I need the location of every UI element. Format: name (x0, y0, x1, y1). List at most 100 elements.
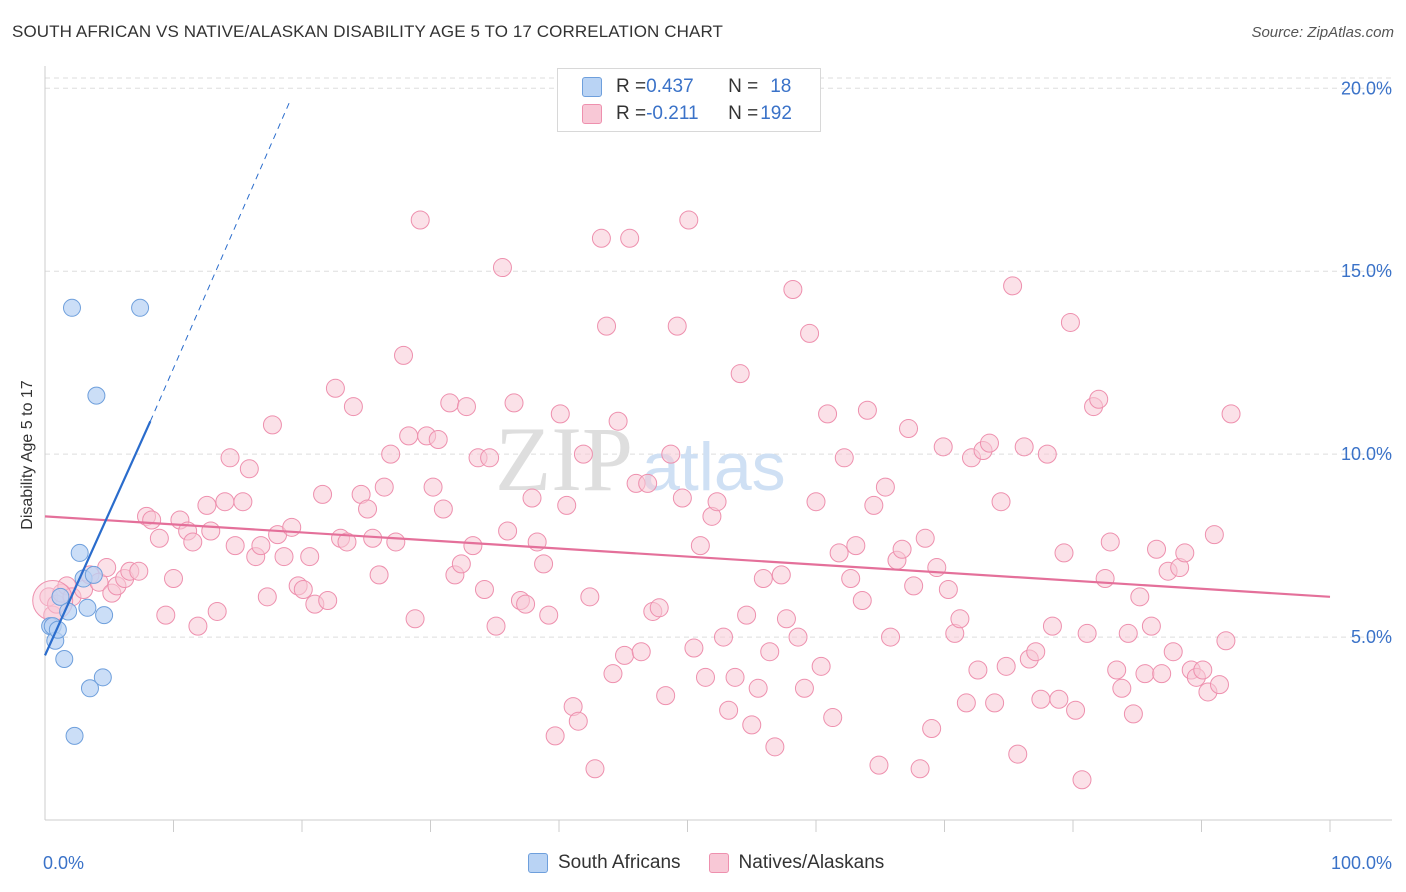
native-alaskan-point (129, 561, 149, 581)
pink-swatch (708, 853, 729, 873)
native-alaskan-point (220, 448, 240, 468)
native-alaskan-point (1130, 587, 1150, 607)
blue-swatch (528, 853, 548, 873)
legend-row-natives-alaskans: R = -0.211 N = 192 (582, 102, 792, 126)
y-tick-label: 10.0% (1341, 444, 1392, 464)
native-alaskan-point (1209, 675, 1229, 695)
native-alaskan-point (456, 397, 476, 417)
native-alaskan-point (1031, 689, 1051, 709)
native-alaskan-point (1175, 543, 1195, 563)
native-alaskan-point (1152, 664, 1172, 684)
native-alaskan-point (1026, 642, 1046, 662)
native-alaskan-point (846, 536, 866, 556)
r-value: -0.211 (646, 103, 699, 124)
native-alaskan-point (142, 510, 162, 530)
native-alaskan-point (293, 580, 313, 600)
native-alaskan-point (207, 601, 227, 621)
native-alaskan-point (451, 554, 471, 574)
x-tick-label: 100.0% (1331, 853, 1392, 873)
native-alaskan-point (399, 426, 419, 446)
native-alaskan-point (215, 492, 235, 512)
native-alaskan-point (811, 656, 831, 676)
legend-label: Natives/Alaskans (738, 852, 885, 873)
native-alaskan-point (985, 693, 1005, 713)
r-label: R = (616, 103, 647, 124)
native-alaskan-point (504, 393, 524, 413)
native-alaskan-point (394, 345, 414, 365)
native-alaskan-point (1060, 312, 1080, 332)
south-africans-points (41, 298, 150, 745)
native-alaskan-point (1054, 543, 1074, 563)
native-alaskan-point (765, 737, 785, 757)
native-alaskan-point (679, 210, 699, 230)
native-alaskan-point (684, 638, 704, 658)
native-alaskan-point (638, 473, 658, 493)
native-alaskan-point (358, 499, 378, 519)
stats-legend: R = 0.437 N = 18 R = -0.211 N = 192 (557, 68, 821, 132)
native-alaskan-point (474, 580, 494, 600)
native-alaskan-point (927, 558, 947, 578)
native-alaskan-point (753, 569, 773, 589)
native-alaskan-point (1100, 532, 1120, 552)
native-alaskan-point (823, 708, 843, 728)
south-africans-trend-line (43, 420, 152, 656)
native-alaskan-point (1037, 444, 1057, 464)
native-alaskan-point (1135, 664, 1155, 684)
pink-swatch (582, 104, 602, 124)
native-alaskan-point (899, 419, 919, 439)
native-alaskan-point (661, 444, 681, 464)
n-label: N = (728, 76, 759, 97)
legend-row-south-africans: R = 0.437 N = 18 (582, 75, 791, 99)
native-alaskan-point (423, 477, 443, 497)
native-alaskan-point (713, 627, 733, 647)
native-alaskan-point (788, 627, 808, 647)
native-alaskan-point (667, 316, 687, 336)
native-alaskan-point (568, 711, 588, 731)
native-alaskan-point (591, 228, 611, 248)
native-alaskan-point (615, 645, 635, 665)
native-alaskan-point (251, 536, 271, 556)
n-value: 192 (760, 103, 792, 124)
native-alaskan-point (875, 477, 895, 497)
x-tick-label: 0.0% (43, 853, 84, 873)
native-alaskan-point (707, 492, 727, 512)
native-alaskan-point (1014, 437, 1034, 457)
south-african-point (131, 298, 150, 317)
native-alaskan-point (760, 642, 780, 662)
south-african-point (70, 543, 89, 562)
south-african-point (65, 726, 84, 745)
native-alaskan-point (730, 364, 750, 384)
native-alaskan-point (522, 488, 542, 508)
native-alaskan-point (968, 660, 988, 680)
chart-title: SOUTH AFRICAN VS NATIVE/ALASKAN DISABILI… (12, 22, 724, 41)
native-alaskan-point (343, 397, 363, 417)
y-tick-label: 5.0% (1351, 627, 1392, 647)
source-label: Source: ZipAtlas.com (1251, 24, 1394, 41)
native-alaskan-point (933, 437, 953, 457)
native-alaskan-point (440, 393, 460, 413)
native-alaskan-point (597, 316, 617, 336)
native-alaskan-point (1089, 389, 1109, 409)
native-alaskan-point (1112, 678, 1132, 698)
native-alaskan-point (1107, 660, 1127, 680)
native-alaskan-point (545, 726, 565, 746)
native-alaskan-point (557, 495, 577, 515)
native-alaskan-point (233, 492, 253, 512)
native-alaskan-point (1008, 744, 1028, 764)
native-alaskan-point (864, 495, 884, 515)
natives-alaskans-points (32, 210, 1241, 790)
native-alaskan-point (188, 616, 208, 636)
native-alaskan-point (776, 609, 796, 629)
south-african-point (84, 565, 103, 584)
r-value: 0.437 (646, 76, 694, 97)
legend-item-south-africans: South Africans (528, 852, 681, 874)
native-alaskan-point (979, 433, 999, 453)
native-alaskan-point (1095, 569, 1115, 589)
native-alaskan-point (719, 700, 739, 720)
blue-swatch (582, 77, 602, 97)
native-alaskan-point (631, 642, 651, 662)
native-alaskan-point (852, 590, 872, 610)
native-alaskan-point (225, 536, 245, 556)
native-alaskan-point (164, 569, 183, 589)
native-alaskan-point (386, 532, 406, 552)
